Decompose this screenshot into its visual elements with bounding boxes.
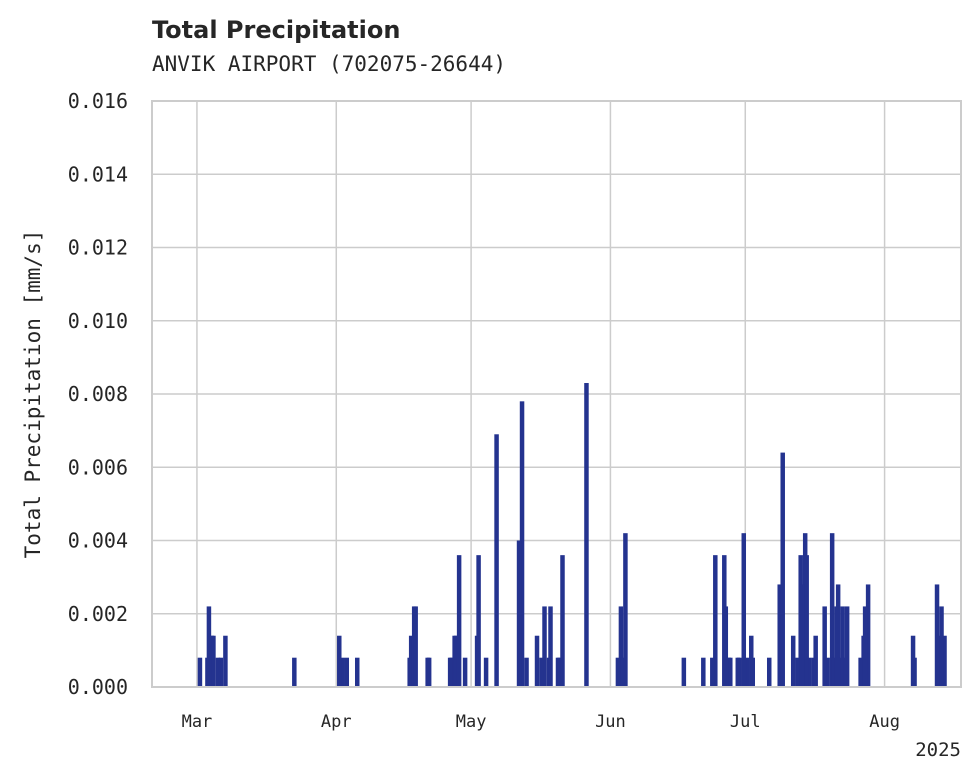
precip-bar [548, 606, 553, 687]
precip-bar [337, 635, 342, 687]
y-tick-label: 0.008 [68, 382, 128, 406]
precip-bar [618, 606, 624, 687]
precip-bar [825, 657, 830, 687]
precip-bar [516, 540, 522, 687]
x-tick-label: Jul [730, 712, 761, 732]
precip-bar [449, 657, 454, 687]
precip-bar [939, 606, 944, 687]
precip-bar [223, 635, 228, 687]
year-label: 2025 [915, 739, 961, 761]
x-tick-label: May [456, 712, 487, 732]
y-tick-labels: 0.000 0.002 0.004 0.006 0.008 0.010 0.012 0.014… [68, 89, 128, 699]
precip-bar [865, 584, 871, 687]
precip-bar [777, 584, 782, 687]
precip-bar [623, 533, 628, 687]
chart-subtitle: ANVIK AIRPORT (702075-26644) [152, 52, 507, 76]
precip-bar [426, 657, 432, 687]
precip-bar [542, 606, 547, 687]
y-tick-label: 0.006 [68, 455, 128, 479]
x-tick-label: Apr [321, 712, 352, 732]
y-tick-label: 0.004 [68, 529, 128, 553]
precip-bar [218, 657, 224, 687]
precip-bar [835, 584, 841, 687]
precip-bar [206, 606, 212, 687]
precip-bar [862, 606, 868, 687]
precip-bar [713, 555, 718, 687]
precip-bar [340, 657, 345, 687]
precip-bar [804, 555, 809, 687]
x-tick-labels: Mar Apr May Jun Jul Aug [182, 712, 900, 732]
chart-title: Total Precipitation [152, 16, 401, 44]
precip-bar [912, 657, 917, 687]
precip-bar [934, 584, 940, 687]
precip-bar [211, 635, 216, 687]
x-tick-label: Jun [595, 712, 626, 732]
precip-bar [799, 584, 805, 687]
x-tick-label: Aug [869, 712, 900, 732]
precip-bar [615, 657, 621, 687]
precip-bar [766, 657, 772, 687]
precip-bar [681, 657, 687, 687]
precip-bar [942, 635, 947, 687]
precip-bar [519, 401, 525, 687]
precip-bar [723, 606, 729, 687]
precip-bar [215, 657, 221, 687]
y-tick-label: 0.016 [68, 89, 128, 113]
precip-bar [408, 635, 414, 687]
precip-bar [462, 657, 468, 687]
precip-bar [292, 657, 297, 687]
precip-bar [701, 657, 706, 687]
precip-bar [858, 657, 863, 687]
plot-frame [151, 100, 962, 688]
precip-bar [413, 606, 418, 687]
precip-bar [197, 657, 203, 687]
precip-bar [813, 635, 818, 687]
precip-bar [539, 657, 544, 687]
y-tick-label: 0.000 [68, 675, 128, 699]
precip-bar [737, 657, 742, 687]
precip-bar [780, 452, 785, 687]
precip-bar [524, 657, 529, 687]
precip-bar [456, 555, 462, 687]
precip-bar [483, 657, 489, 687]
precip-bar [584, 383, 589, 687]
precip-bar [750, 657, 756, 687]
grid-lines [152, 100, 961, 688]
y-tick-label: 0.002 [68, 602, 128, 626]
y-tick-label: 0.010 [68, 309, 128, 333]
y-tick-label: 0.014 [68, 162, 128, 186]
precip-bar [728, 657, 733, 687]
precip-bar [795, 657, 800, 687]
y-axis-label: Total Precipitation [mm/s] [21, 230, 45, 559]
precip-bar [494, 434, 499, 687]
precip-bar [741, 533, 747, 687]
precip-bar [840, 606, 845, 687]
precip-bar [620, 657, 625, 687]
precip-bar [354, 657, 360, 687]
precip-bar [560, 555, 565, 687]
precip-bar [829, 533, 835, 687]
precip-bar [710, 657, 715, 687]
precip-bar [344, 657, 350, 687]
precip-bar [807, 657, 812, 687]
precip-bar [534, 635, 540, 687]
precip-bar [822, 606, 827, 687]
x-tick-label: Mar [182, 712, 213, 732]
precip-bar [453, 635, 459, 687]
precip-bar [831, 657, 836, 687]
precip-bar [476, 555, 481, 687]
bar-series [197, 383, 947, 687]
precip-bar [790, 635, 796, 687]
precip-bar [557, 657, 562, 687]
precip-bar [744, 657, 750, 687]
precip-bar [844, 606, 850, 687]
y-tick-label: 0.012 [68, 236, 128, 260]
